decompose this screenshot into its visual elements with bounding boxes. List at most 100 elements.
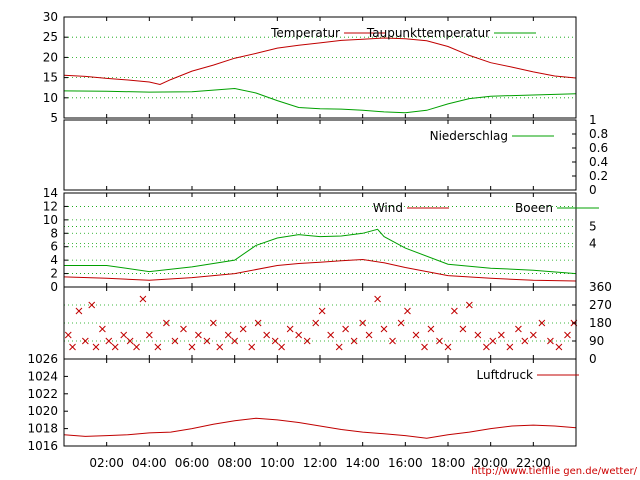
x-tick-label: 20:00 <box>473 456 508 470</box>
wind-direction-point <box>105 337 113 345</box>
wind-direction-point <box>92 343 100 351</box>
legend-label: Niederschlag <box>430 129 508 143</box>
y-tick-label: 270 <box>589 298 612 312</box>
wind-direction-point <box>195 331 202 339</box>
wind-direction-point <box>126 337 134 345</box>
wind-direction-point <box>521 337 529 345</box>
wind-direction-point <box>489 337 497 345</box>
wind-direction-point <box>335 343 343 351</box>
wind-direction-point <box>459 325 467 333</box>
wind-direction-point <box>64 331 72 339</box>
y-tick-label: 10 <box>43 91 58 105</box>
y-tick-label: 14 <box>43 186 58 200</box>
wind-direction-point <box>263 331 271 339</box>
wind-direction-point <box>224 331 232 339</box>
wind-direction-point <box>111 343 119 351</box>
series-line <box>63 37 577 86</box>
y-tick-label: 0.8 <box>589 127 608 141</box>
wind-direction-point <box>209 319 217 327</box>
wind-direction-point <box>216 343 224 351</box>
legend-label: Temperatur <box>270 26 340 40</box>
x-tick-label: 04:00 <box>132 456 167 470</box>
y-tick-label: 90 <box>589 334 604 348</box>
wind-direction-point <box>75 307 83 315</box>
x-tick-label: 18:00 <box>431 456 466 470</box>
wind-direction-point <box>120 331 128 339</box>
wind-direction-point <box>380 325 388 333</box>
wind-direction-point <box>154 343 162 351</box>
series-line <box>63 87 577 114</box>
wind-direction-point <box>404 307 411 315</box>
axes-layer <box>63 16 577 447</box>
wind-direction-point <box>506 343 514 351</box>
y-tick-label: 1018 <box>27 422 58 436</box>
y-tick-label: 1026 <box>27 352 58 366</box>
series-line <box>64 228 577 275</box>
y-tick-label: 1016 <box>27 439 58 453</box>
wind-direction-point <box>555 343 563 351</box>
x-tick-label: 10:00 <box>260 456 295 470</box>
wind-direction-point <box>248 343 256 351</box>
wind-direction-point <box>359 319 367 327</box>
wind-direction-point <box>99 325 106 333</box>
panel-frame <box>63 192 577 288</box>
series-layer <box>63 37 578 439</box>
wind-direction-point <box>81 337 89 345</box>
wind-direction-point <box>327 331 335 339</box>
wind-direction-point <box>271 337 279 345</box>
y-tick-label: 1024 <box>27 369 58 383</box>
wind-direction-point <box>303 337 311 345</box>
wind-direction-point <box>254 319 262 327</box>
y-tick-label: 8 <box>50 226 58 240</box>
y-tick-label: 5 <box>50 111 58 125</box>
x-tick-label: 06:00 <box>175 456 210 470</box>
wind-direction-point <box>427 325 435 333</box>
wind-direction-point <box>515 325 522 333</box>
credit-url: http://www.tiefflie gen.de/wetter/ <box>471 466 637 477</box>
x-tick-label: 16:00 <box>388 456 423 470</box>
x-tick-label: 12:00 <box>303 456 338 470</box>
legend-label: Luftdruck <box>476 368 533 382</box>
wind-direction-point <box>389 337 396 345</box>
wind-direction-point <box>203 337 211 345</box>
wind-direction-point <box>374 295 381 303</box>
y-tick-label: 0 <box>589 183 597 197</box>
wind-direction-point <box>412 331 420 339</box>
y-tick-label: 0.6 <box>589 141 608 155</box>
y-tick-label: 6 <box>50 240 58 254</box>
wind-direction-point <box>278 343 285 351</box>
wind-direction-point <box>231 337 239 345</box>
y-tick-label: 2 <box>50 267 58 281</box>
wind-direction-point <box>564 331 571 339</box>
wind-direction-point <box>465 301 473 309</box>
series-line <box>63 417 577 439</box>
wind-direction-point <box>436 337 443 345</box>
wind-direction-point <box>239 325 247 333</box>
wind-direction-point <box>483 343 490 351</box>
y-tick-label: 1020 <box>27 404 58 418</box>
grid-layer <box>64 36 576 342</box>
wind-direction-point <box>180 325 187 333</box>
right-tick-label: 4 <box>589 236 597 250</box>
legend-label: Taupunkttemperatur <box>366 26 490 40</box>
wind-direction-point <box>163 319 170 327</box>
wind-direction-point <box>286 325 294 333</box>
wind-direction-point <box>295 331 303 339</box>
y-tick-label: 25 <box>43 30 58 44</box>
wind-direction-point <box>145 331 153 339</box>
wind-direction-point <box>397 319 405 327</box>
wind-direction-point <box>547 337 554 345</box>
right-tick-label: 5 <box>589 220 597 234</box>
wind-direction-point <box>318 307 326 315</box>
legend-label: Boeen <box>515 201 553 215</box>
wind-direction-point <box>365 331 373 339</box>
wind-direction-point <box>342 325 349 333</box>
y-tick-label: 12 <box>43 199 58 213</box>
y-tick-label: 15 <box>43 71 58 85</box>
wind-direction-point <box>421 343 428 351</box>
y-tick-label: 1022 <box>27 387 58 401</box>
y-tick-label: 20 <box>43 50 58 64</box>
wind-direction-point <box>451 307 458 315</box>
